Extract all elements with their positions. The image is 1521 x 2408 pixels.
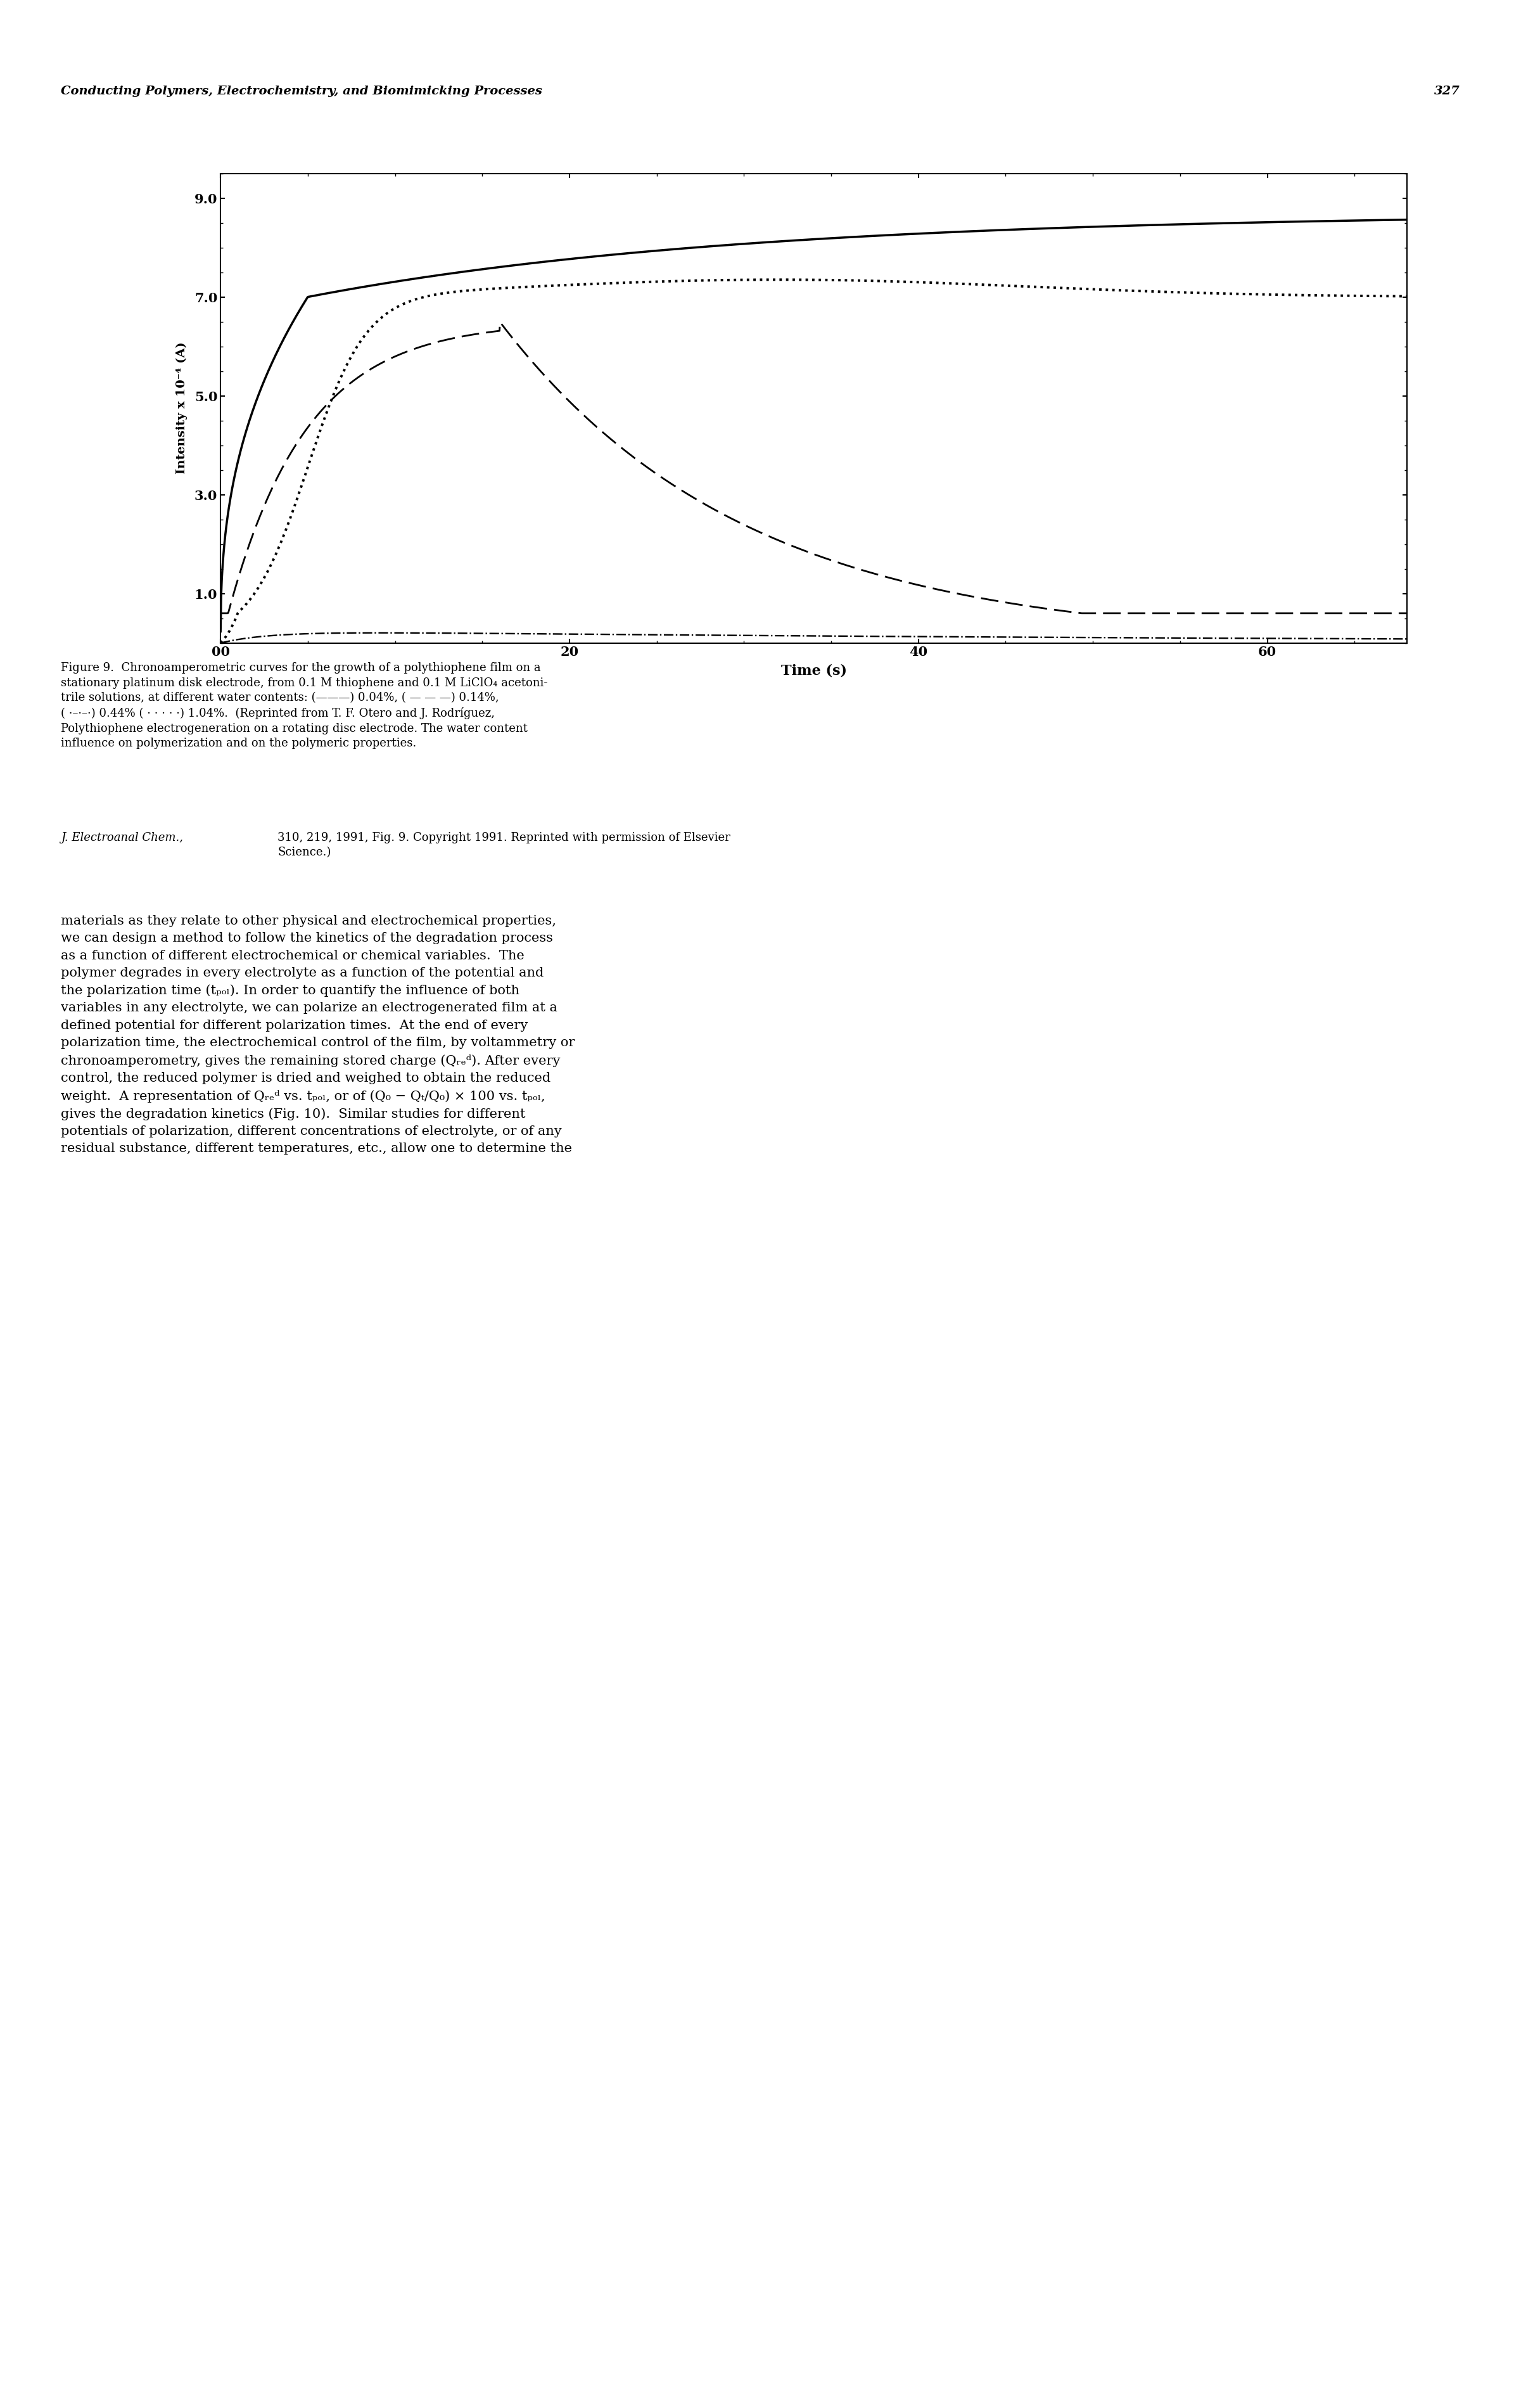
- Text: 310, 219, 1991, Fig. 9. Copyright 1991. Reprinted with permission of Elsevier
Sc: 310, 219, 1991, Fig. 9. Copyright 1991. …: [278, 831, 730, 857]
- Y-axis label: Intensity x 10⁻⁴ (A): Intensity x 10⁻⁴ (A): [176, 342, 187, 474]
- Text: materials as they relate to other physical and electrochemical properties,
we ca: materials as they relate to other physic…: [61, 915, 575, 1156]
- Text: 327: 327: [1434, 87, 1460, 96]
- X-axis label: Time (s): Time (s): [780, 665, 847, 679]
- Text: Figure 9.  Chronoamperometric curves for the growth of a polythiophene film on a: Figure 9. Chronoamperometric curves for …: [61, 662, 548, 749]
- Text: J. Electroanal Chem.,: J. Electroanal Chem.,: [61, 831, 183, 843]
- Text: Conducting Polymers, Electrochemistry, and Biomimicking Processes: Conducting Polymers, Electrochemistry, a…: [61, 87, 541, 96]
